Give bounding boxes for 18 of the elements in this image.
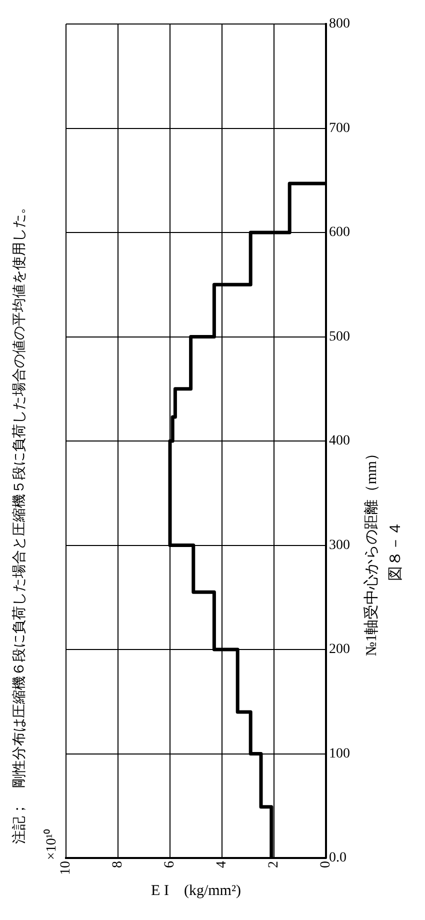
y-tick-label: 400 bbox=[329, 434, 350, 449]
y-tick-label: 800 bbox=[329, 16, 350, 32]
x-tick-label: 10 bbox=[58, 861, 74, 875]
y-tick-label: 200 bbox=[329, 642, 350, 658]
y-tick-label: 100 bbox=[329, 746, 350, 762]
caption: 図８－４ bbox=[388, 521, 404, 581]
y-tick-label: 600 bbox=[329, 225, 350, 240]
y-tick-label: 300 bbox=[329, 538, 350, 553]
x-tick-label: 8 bbox=[110, 861, 126, 868]
y-axis-title: №1軸受中心からの距離（mm） bbox=[362, 446, 380, 656]
text: 注記； 剛性分布は圧縮機６段に負荷した場合と圧縮機５段に負荷した場合の値の平均値を使用した。 bbox=[12, 200, 28, 844]
text: ×10¹⁰ bbox=[44, 828, 60, 860]
y-tick-label: 700 bbox=[329, 120, 350, 136]
x-tick-label: 6 bbox=[162, 861, 178, 868]
x-axis-title: E I (kg/mm²) bbox=[151, 882, 241, 899]
x-tick-label: 4 bbox=[214, 861, 230, 868]
y-tick-label: 500 bbox=[329, 329, 350, 344]
x-tick-label: 2 bbox=[266, 861, 282, 868]
